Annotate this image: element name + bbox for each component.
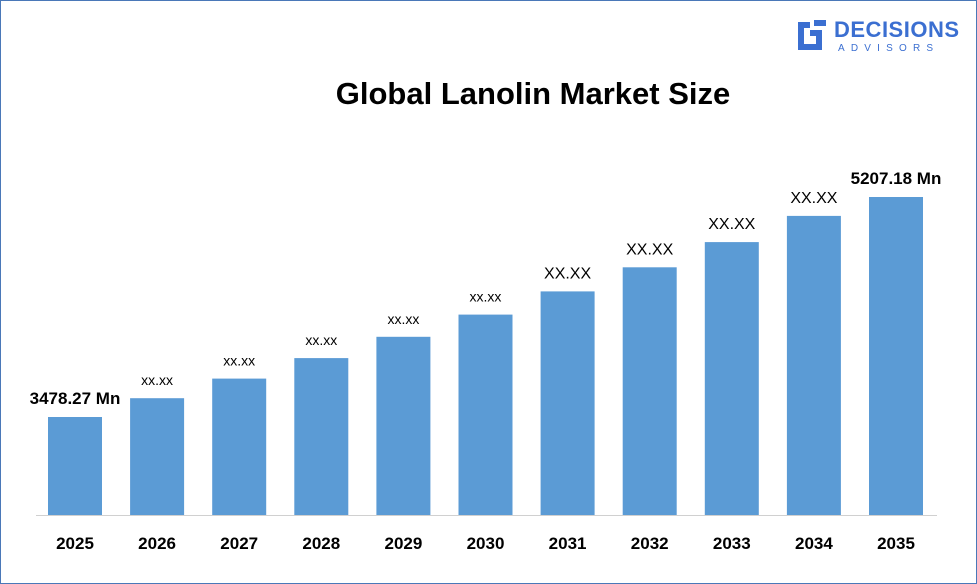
- data-label-2029: xx.xx: [387, 311, 419, 327]
- data-label-2033: XX.XX: [708, 216, 755, 233]
- bar-2031: [540, 291, 595, 515]
- data-label-2034: XX.XX: [790, 190, 837, 207]
- bar-2033: [704, 242, 759, 515]
- data-label-2035: 5207.18 Mn: [851, 169, 942, 188]
- data-label-2031: XX.XX: [544, 265, 591, 282]
- bar-2030: [458, 314, 513, 515]
- x-tick-label-2027: 2027: [220, 534, 258, 553]
- x-tick-label-2035: 2035: [877, 534, 915, 553]
- data-label-2026: xx.xx: [141, 372, 173, 388]
- data-label-2027: xx.xx: [223, 353, 255, 369]
- chart-title: Global Lanolin Market Size: [335, 76, 731, 111]
- bar-2026: [130, 398, 185, 515]
- x-tick-label-2033: 2033: [713, 534, 751, 553]
- brand-logo: DECISIONS ADVISORS: [794, 16, 964, 58]
- bar-2028: [294, 358, 349, 515]
- bar-2034: [786, 215, 841, 515]
- x-tick-label-2029: 2029: [384, 534, 422, 553]
- logo-mark-icon: [798, 20, 826, 50]
- x-tick-label-2031: 2031: [549, 534, 587, 553]
- x-tick-label-2026: 2026: [138, 534, 176, 553]
- x-tick-label-2030: 2030: [467, 534, 505, 553]
- x-tick-label-2025: 2025: [56, 534, 94, 553]
- x-tick-label-2034: 2034: [795, 534, 833, 553]
- bar-2025: [48, 417, 102, 515]
- data-label-2028: xx.xx: [305, 332, 337, 348]
- bar-2029: [376, 336, 431, 515]
- x-tick-label-2032: 2032: [631, 534, 669, 553]
- data-label-2025: 3478.27 Mn: [30, 389, 121, 408]
- logo-name-main: DECISIONS: [834, 17, 960, 42]
- bar-2032: [622, 267, 677, 515]
- data-label-2032: XX.XX: [626, 241, 673, 258]
- x-tick-label-2028: 2028: [302, 534, 340, 553]
- bar-2027: [212, 378, 267, 515]
- bar-2035: [869, 197, 923, 515]
- logo-name-sub: ADVISORS: [838, 43, 940, 54]
- data-label-2030: xx.xx: [470, 289, 502, 305]
